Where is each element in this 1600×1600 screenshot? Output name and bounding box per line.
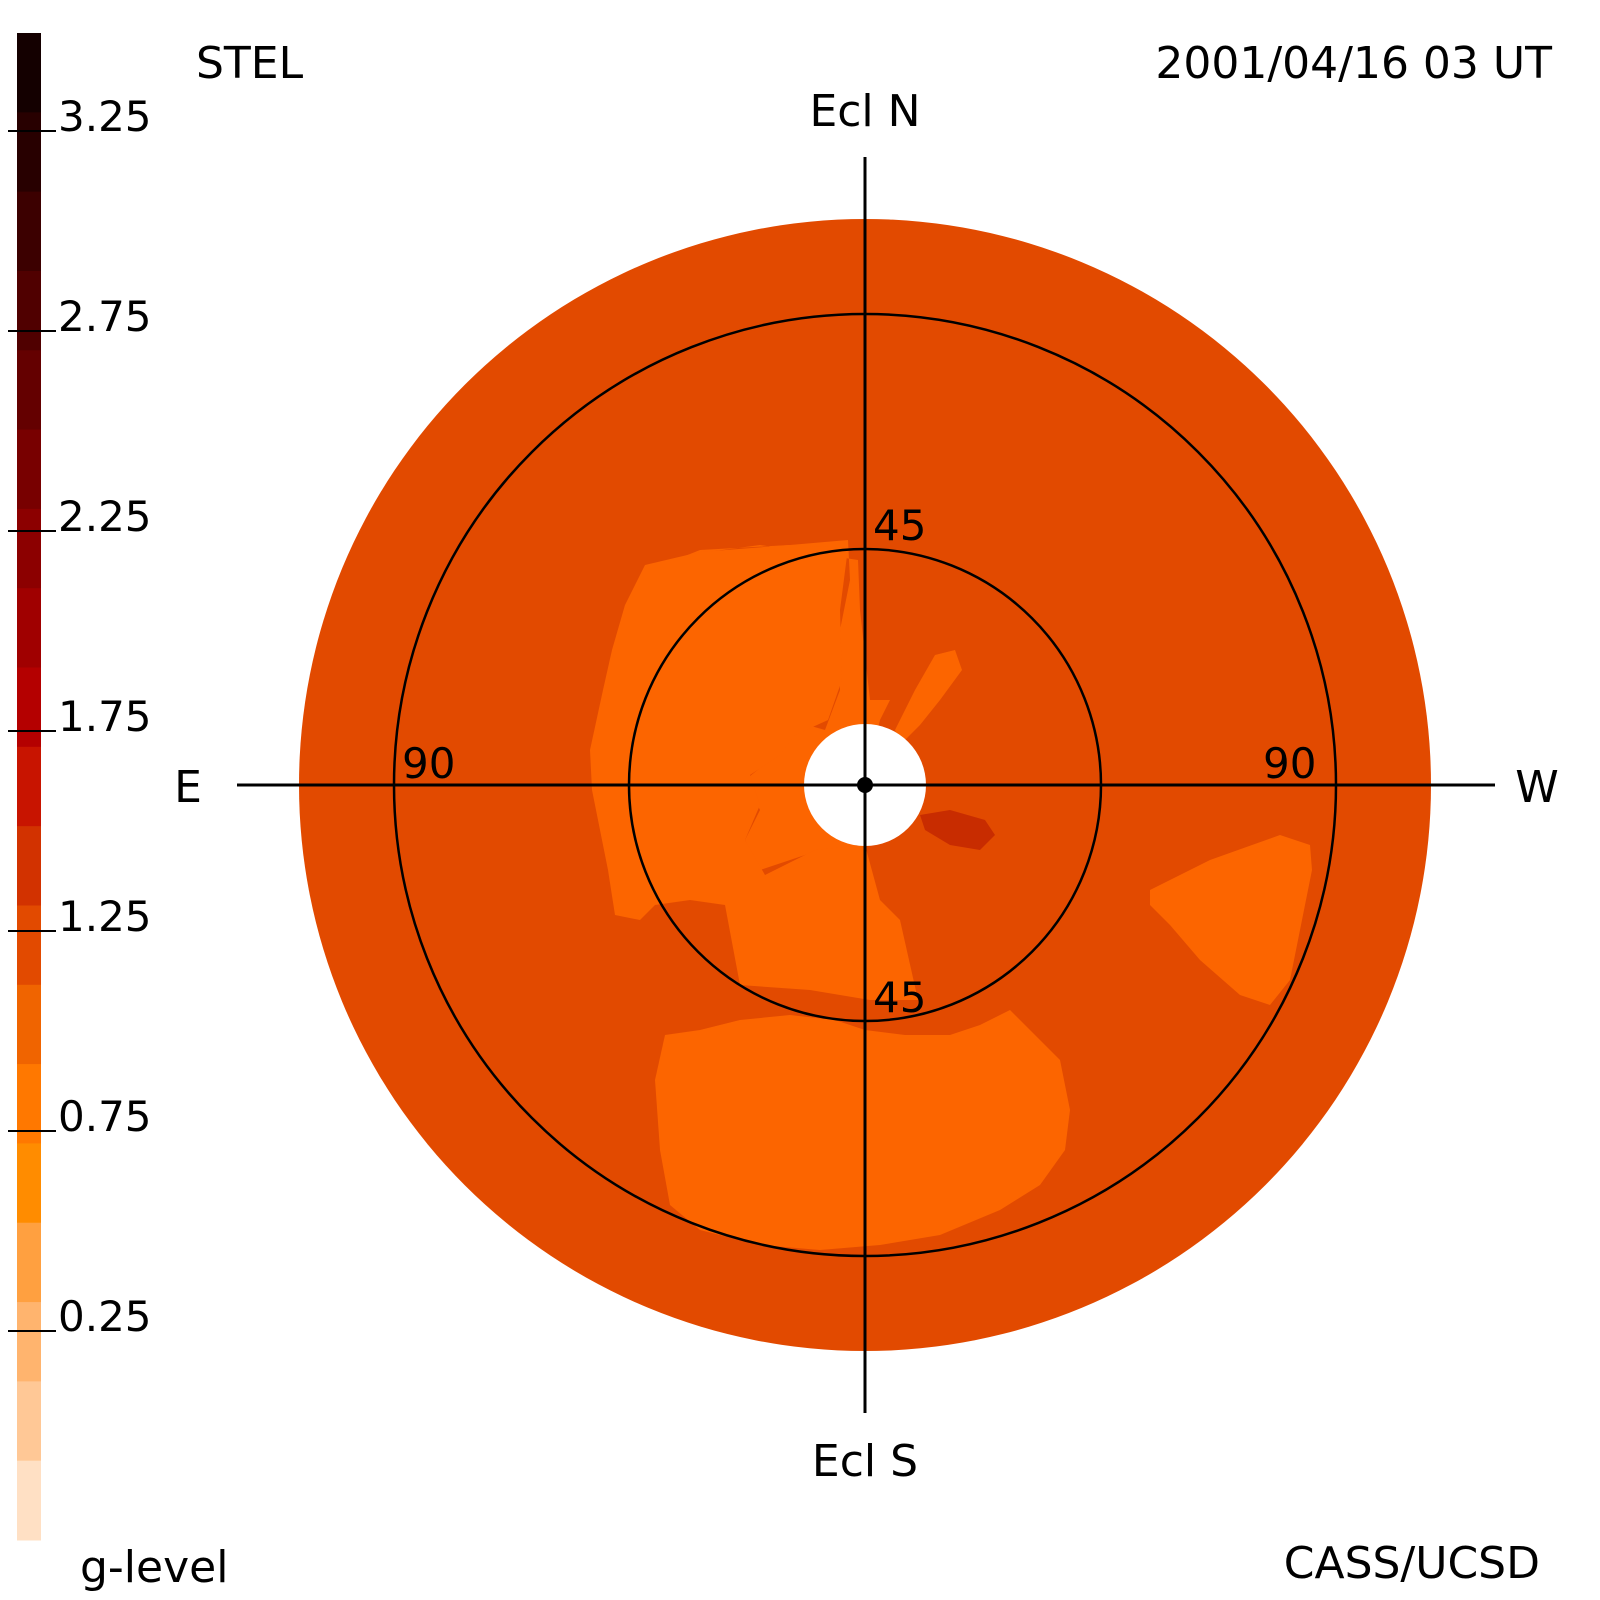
ring-label-inner-bottom: 45 (873, 973, 926, 1022)
colorbar-segment (17, 905, 41, 986)
ring-label-outer-right: 90 (1263, 739, 1316, 788)
colorbar-segment (17, 1460, 41, 1541)
sun-center-dot (857, 777, 873, 793)
colorbar-segment (17, 33, 41, 113)
colorbar-segment (17, 191, 41, 272)
ring-label-inner-top: 45 (873, 501, 926, 550)
direction-south-label: Ecl S (812, 1436, 918, 1487)
colorbar-tick-label: 3.25 (58, 92, 152, 141)
source-label: STEL (196, 38, 304, 89)
density-map (237, 157, 1495, 1413)
colorbar-segment (17, 1381, 41, 1462)
colorbar-segment (17, 984, 41, 1065)
timestamp-label: 2001/04/16 03 UT (1155, 38, 1552, 89)
credit-label: CASS/UCSD (1284, 1538, 1540, 1589)
colorbar-segment (17, 1222, 41, 1303)
colorbar-tick-label: 0.25 (58, 1292, 152, 1341)
colorbar-tick-label: 1.75 (58, 692, 152, 741)
colorbar-title: g-level (80, 1542, 228, 1593)
enhanced-region-center (590, 545, 918, 1000)
colorbar-tick-label: 1.25 (58, 892, 152, 941)
enhanced-region-east-lobe (1150, 835, 1312, 1005)
enhanced-region-south (655, 1010, 1070, 1250)
colorbar-segment (17, 270, 41, 351)
colorbar (17, 33, 41, 1541)
colorbar-segment (17, 588, 41, 669)
ring-label-outer-left: 90 (402, 739, 455, 788)
colorbar-segment (17, 667, 41, 748)
colorbar-tick-label: 2.75 (58, 292, 152, 341)
colorbar-segment (17, 429, 41, 510)
colorbar-segment (17, 350, 41, 431)
colorbar-ticks: 3.25 2.75 2.25 1.75 1.25 0.75 0.25 (8, 92, 152, 1341)
colorbar-segment (17, 1302, 41, 1382)
direction-north-label: Ecl N (809, 86, 920, 137)
colorbar-segment (17, 1143, 41, 1224)
colorbar-segment (17, 826, 41, 906)
colorbar-segment (17, 746, 41, 827)
colorbar-tick-label: 0.75 (58, 1092, 152, 1141)
high-level-patch (920, 810, 995, 850)
colorbar-segment (17, 508, 41, 589)
enhanced-region-spoke (895, 650, 962, 745)
direction-east-label: E (174, 762, 202, 813)
direction-west-label: W (1515, 762, 1559, 813)
colorbar-tick-label: 2.25 (58, 492, 152, 541)
colorbar-segment (17, 112, 41, 193)
